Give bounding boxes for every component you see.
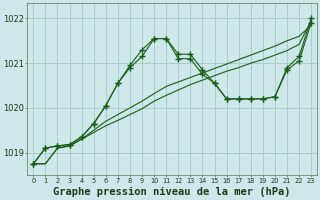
X-axis label: Graphe pression niveau de la mer (hPa): Graphe pression niveau de la mer (hPa) <box>53 187 291 197</box>
